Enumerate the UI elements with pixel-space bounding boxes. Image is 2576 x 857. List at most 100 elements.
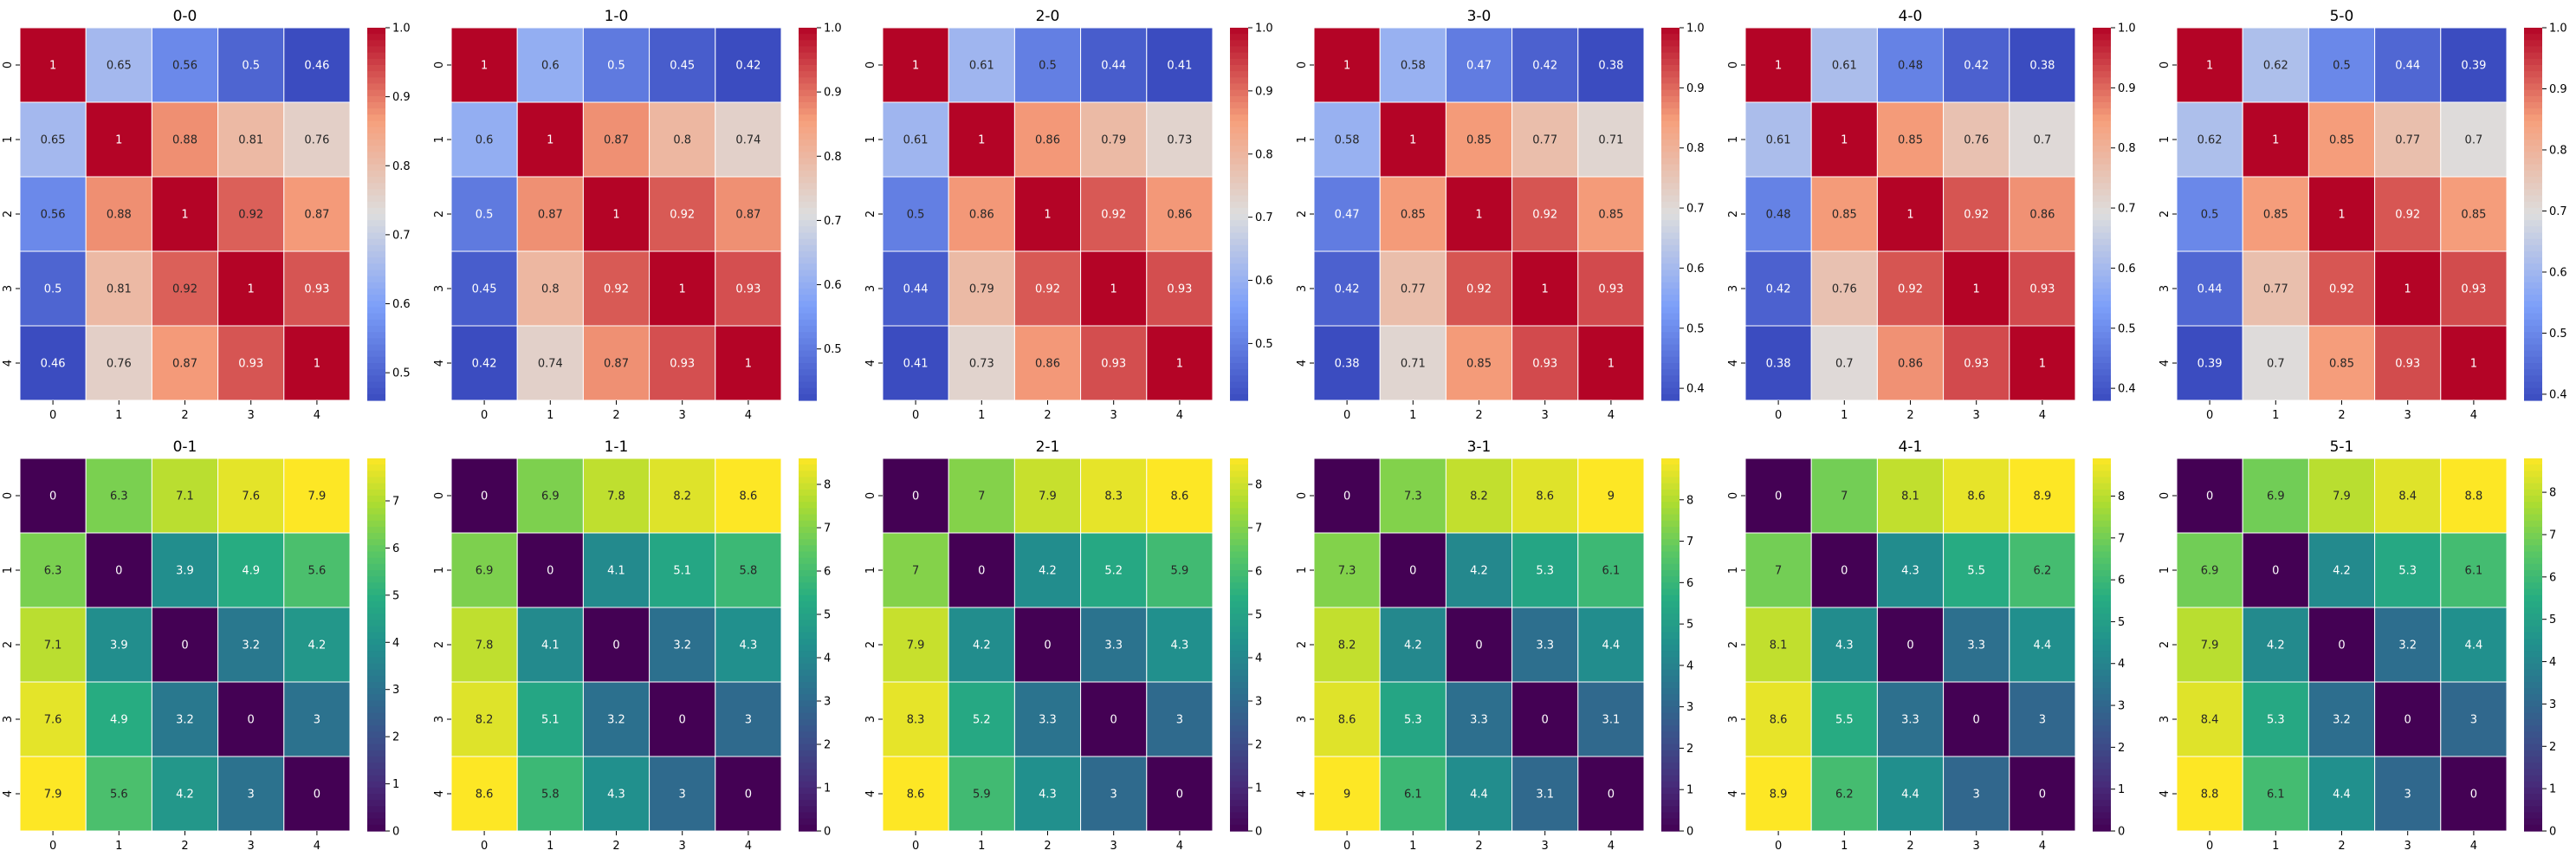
x-tick-label: 0 — [912, 840, 919, 853]
cell-value-label: 6.2 — [1835, 789, 1854, 802]
colorbar-segment — [2524, 712, 2542, 720]
colorbar-segment — [1661, 576, 1680, 583]
colorbar-segment — [2093, 319, 2111, 327]
chart-title: 5-0 — [2330, 8, 2354, 25]
cell-value-label: 0.76 — [107, 358, 132, 371]
heatmap-cell — [2176, 101, 2243, 178]
heatmap-cell — [1876, 176, 1945, 252]
heatmap-cell — [2440, 532, 2508, 608]
colorbar-segment — [2524, 824, 2542, 832]
colorbar-segment — [1661, 301, 1680, 308]
colorbar-segment — [1230, 489, 1248, 497]
heatmap-cell — [1577, 325, 1645, 401]
colorbar-segment — [1661, 508, 1680, 516]
colorbar-segment — [799, 356, 817, 364]
heatmap-cell — [283, 532, 351, 608]
x-tick-label: 2 — [2338, 840, 2345, 853]
colorbar-segment — [367, 332, 385, 339]
colorbar-segment — [2093, 824, 2111, 832]
cell-value-label: 1 — [1973, 283, 1980, 296]
cell-value-label: 3 — [1176, 714, 1183, 727]
heatmap-cell — [283, 250, 351, 327]
cell-value-label: 0 — [2404, 714, 2411, 727]
cell-value-label: 4.2 — [176, 789, 194, 802]
heatmap-cell — [217, 532, 285, 608]
colorbar-segment — [1230, 502, 1248, 509]
cell-value-label: 6.1 — [2267, 789, 2285, 802]
y-tick-label: 2 — [2159, 211, 2171, 217]
heatmap-cell — [1146, 681, 1214, 757]
heatmap-cell — [1511, 681, 1579, 757]
heatmap-cell — [1744, 101, 1812, 178]
cell-value-label: 8.6 — [1967, 490, 1985, 503]
colorbar-segment — [1661, 232, 1680, 240]
cell-value-label: 0.38 — [1598, 60, 1623, 73]
y-tick-label: 0 — [1296, 492, 1309, 499]
heatmap-cell — [1379, 101, 1447, 178]
cell-value-label: 5.3 — [2267, 714, 2285, 727]
x-tick-label: 4 — [314, 409, 320, 422]
colorbar-segment — [367, 127, 385, 134]
cell-value-label: 0 — [1343, 490, 1350, 503]
colorbar-segment — [2093, 170, 2111, 178]
y-tick-label: 4 — [433, 790, 446, 797]
heatmap-cell — [1577, 27, 1645, 103]
colorbar-segment — [1230, 688, 1248, 695]
colorbar-segment — [799, 657, 817, 665]
colorbar-segment — [2093, 301, 2111, 308]
x-tick-label: 3 — [679, 409, 686, 422]
colorbar-segment — [2524, 614, 2542, 620]
cell-value-label: 3 — [248, 789, 255, 802]
cell-value-label: 3 — [1973, 789, 1980, 802]
colorbar-segment — [2093, 146, 2111, 153]
colorbar-segment — [1230, 812, 1248, 820]
colorbar-segment — [2093, 83, 2111, 91]
cell-value-label: 0.5 — [2333, 60, 2351, 73]
colorbar-segment — [367, 276, 385, 283]
cell-value-label: 0.56 — [41, 209, 66, 222]
colorbar-segment — [2093, 344, 2111, 352]
heatmap-cell — [1445, 325, 1513, 401]
cell-value-label: 0.92 — [1101, 209, 1126, 222]
colorbar-segment — [1230, 737, 1248, 745]
heatmap-cell — [2307, 756, 2376, 832]
heatmap-cell — [1577, 101, 1645, 178]
colorbar-segment — [799, 818, 817, 826]
cell-value-label: 0.61 — [969, 60, 994, 73]
colorbar-segment — [2093, 282, 2111, 289]
heatmap-cell — [217, 250, 285, 327]
colorbar-segment — [1230, 28, 1248, 35]
colorbar-segment — [1230, 645, 1248, 652]
colorbar-segment — [799, 520, 817, 528]
heatmap-cell — [85, 250, 152, 327]
colorbar-tick-label: 1 — [2549, 783, 2556, 796]
colorbar-segment — [367, 214, 385, 221]
colorbar-tick-label: 4 — [392, 637, 399, 650]
cell-value-label: 0.93 — [670, 358, 695, 371]
colorbar-segment — [799, 557, 817, 565]
colorbar-segment — [367, 719, 385, 726]
colorbar-segment — [367, 120, 385, 128]
colorbar-segment — [367, 263, 385, 271]
colorbar-segment — [2093, 794, 2111, 801]
colorbar-tick-label: 6 — [2549, 571, 2556, 584]
cell-value-label: 0.92 — [670, 209, 695, 222]
heatmap-cell — [1511, 458, 1579, 534]
cell-value-label: 0.86 — [1035, 358, 1060, 371]
cell-value-label: 3.2 — [2398, 640, 2417, 652]
heatmap-cell — [1146, 101, 1214, 178]
cell-value-label: 0.93 — [2029, 283, 2055, 296]
heatmap-cell — [2242, 681, 2309, 757]
heatmap-cell — [1943, 681, 2010, 757]
colorbar-segment — [367, 607, 385, 614]
colorbar-segment — [2093, 669, 2111, 677]
colorbar-segment — [1661, 594, 1680, 602]
cell-value-label: 6.1 — [2465, 565, 2483, 578]
colorbar-segment — [1661, 545, 1680, 553]
colorbar-segment — [1661, 257, 1680, 264]
colorbar-segment — [799, 332, 817, 339]
colorbar-segment — [2093, 226, 2111, 234]
colorbar-segment — [1230, 83, 1248, 91]
colorbar-segment — [367, 496, 385, 503]
colorbar-segment — [1661, 244, 1680, 252]
